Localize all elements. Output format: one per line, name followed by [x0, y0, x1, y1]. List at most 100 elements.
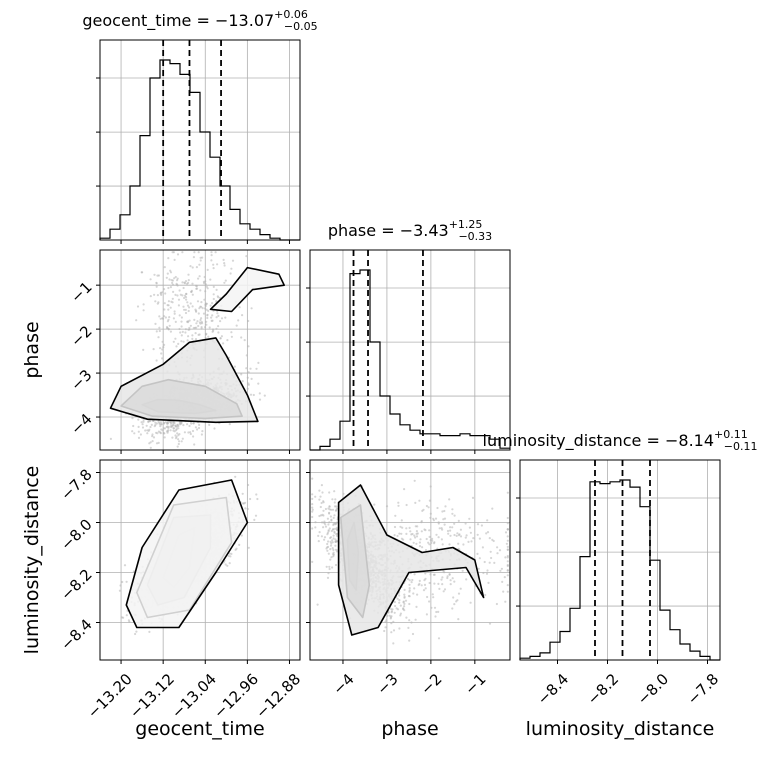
scatter-point — [199, 289, 202, 292]
scatter-point — [171, 424, 174, 427]
scatter-point — [162, 346, 165, 349]
scatter-point — [398, 601, 401, 604]
scatter-point — [194, 426, 197, 429]
scatter-point — [163, 315, 166, 318]
scatter-point — [194, 332, 197, 335]
contour-level-3 — [125, 479, 249, 629]
scatter-point — [449, 526, 452, 529]
scatter-point — [334, 563, 338, 567]
scatter-point — [441, 583, 444, 586]
scatter-point — [414, 618, 417, 621]
scatter-point — [326, 533, 329, 536]
title-plus: +0.11 — [714, 428, 748, 441]
scatter-point — [334, 509, 337, 512]
scatter-point — [457, 542, 460, 545]
scatter-point — [383, 629, 386, 633]
scatter-point — [142, 418, 145, 421]
scatter-point — [403, 593, 406, 596]
scatter-point — [195, 287, 198, 290]
scatter-point — [453, 522, 456, 525]
scatter-point — [209, 304, 212, 307]
scatter-point — [170, 300, 173, 303]
scatter-point — [413, 587, 416, 590]
scatter-point — [444, 505, 447, 508]
scatter-point — [478, 537, 481, 540]
scatter-point — [457, 534, 461, 537]
scatter-point — [183, 281, 186, 284]
scatter-point — [188, 319, 191, 322]
scatter-point — [249, 497, 252, 501]
scatter-point — [176, 279, 179, 282]
scatter-point — [328, 565, 331, 568]
scatter-point — [175, 429, 178, 432]
scatter-point — [457, 519, 460, 523]
scatter-point — [446, 576, 449, 580]
scatter-point — [196, 320, 199, 323]
scatter-point — [434, 615, 437, 618]
x-tick-label-luminosity_distance: −8.2 — [584, 670, 622, 708]
scatter-point — [455, 534, 458, 538]
scatter-point — [167, 257, 170, 260]
scatter-point — [135, 319, 138, 322]
scatter-point — [209, 278, 212, 281]
scatter-point — [327, 523, 330, 526]
scatter-point — [330, 508, 333, 511]
scatter-point — [133, 432, 136, 435]
scatter-point — [393, 525, 397, 529]
scatter-point — [314, 521, 317, 524]
scatter-point — [321, 491, 324, 494]
scatter-point — [121, 580, 124, 584]
scatter-point — [419, 538, 422, 541]
scatter-point — [325, 565, 328, 568]
scatter-point — [430, 541, 433, 545]
scatter-point — [187, 273, 190, 276]
scatter-point — [322, 509, 325, 512]
scatter-point — [326, 549, 329, 552]
scatter-point — [177, 438, 180, 441]
scatter-point — [184, 311, 188, 315]
scatter-point — [182, 424, 185, 427]
scatter-point — [335, 533, 338, 536]
scatter-point — [206, 314, 209, 317]
scatter-point — [453, 514, 456, 517]
scatter-point — [335, 550, 339, 553]
scatter-point — [152, 348, 155, 351]
scatter-point — [175, 345, 178, 348]
scatter-point — [193, 443, 196, 446]
scatter-point — [459, 528, 462, 531]
scatter-point — [156, 294, 159, 297]
scatter-point — [424, 572, 427, 575]
scatter-point — [149, 425, 152, 429]
scatter-point — [331, 541, 334, 544]
scatter-point — [426, 595, 429, 599]
scatter-point — [468, 526, 471, 529]
scatter-point — [186, 321, 190, 324]
scatter-point — [180, 340, 183, 343]
scatter-point — [173, 277, 176, 280]
scatter-point — [402, 538, 405, 541]
x-tick-label-phase: −2 — [417, 670, 445, 698]
scatter-point — [174, 320, 177, 323]
scatter-point — [157, 301, 160, 304]
scatter-point — [241, 314, 244, 317]
scatter-point — [161, 348, 164, 351]
scatter-point — [334, 498, 337, 501]
scatter-point — [481, 546, 484, 549]
scatter-point — [428, 529, 431, 532]
scatter-point — [169, 429, 172, 432]
scatter-point — [168, 316, 171, 319]
scatter-point — [214, 251, 217, 254]
scatter-point — [323, 538, 326, 541]
scatter-point — [168, 278, 171, 281]
scatter-point — [467, 540, 470, 544]
scatter-point — [414, 501, 417, 504]
scatter-point — [328, 567, 331, 571]
scatter-point — [171, 297, 174, 300]
scatter-point — [424, 587, 427, 590]
scatter-point — [489, 550, 492, 553]
scatter-point — [504, 600, 507, 603]
scatter-point — [453, 603, 456, 606]
scatter-point — [400, 519, 403, 522]
scatter-point — [180, 325, 183, 328]
scatter-point — [165, 276, 168, 279]
